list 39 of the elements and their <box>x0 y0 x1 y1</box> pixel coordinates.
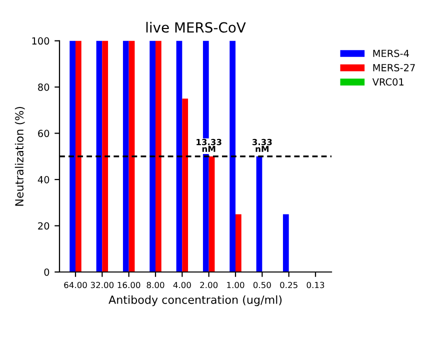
bar <box>122 40 129 272</box>
y-tick-label: 0 <box>44 268 50 276</box>
y-tick-label: 60 <box>38 130 50 138</box>
bar <box>230 40 236 272</box>
bar <box>208 156 215 272</box>
bar <box>150 40 156 272</box>
legend-label: VRC01 <box>372 78 404 86</box>
y-tick-label: 20 <box>38 222 50 230</box>
x-tick-label: 2.00 <box>200 282 218 288</box>
y-tick-label: 80 <box>38 84 50 91</box>
bar <box>70 40 76 272</box>
bar <box>76 40 82 272</box>
bar <box>156 40 162 272</box>
x-tick-label: 16.00 <box>118 282 140 288</box>
x-tick-label: 0.50 <box>253 282 271 288</box>
y-tick-label: 100 <box>32 37 50 45</box>
bar <box>182 98 188 272</box>
legend-label: MERS-27 <box>373 64 415 72</box>
bar <box>236 214 242 272</box>
y-tick-label: 40 <box>38 176 50 184</box>
x-tick-label: 64.00 <box>64 282 87 288</box>
bar <box>176 40 182 272</box>
bar <box>96 40 102 272</box>
bar <box>102 40 108 272</box>
annotation: 13.33 nM <box>196 138 222 152</box>
x-tick-label: 8.00 <box>146 282 164 288</box>
x-tick-label: 4.00 <box>173 282 191 288</box>
x-tick-label: 0.13 <box>306 282 324 288</box>
legend-label: MERS-4 <box>373 50 409 58</box>
annotation: 3.33 nM <box>252 138 272 152</box>
y-axis-title: Neutralization (%) <box>14 106 25 206</box>
bar <box>256 156 262 272</box>
bar <box>128 40 135 272</box>
bar <box>282 214 289 272</box>
x-tick-label: 0.25 <box>280 282 298 288</box>
chart-title: live MERS-CoV <box>146 22 246 33</box>
x-axis-title: Antibody concentration (ug/ml) <box>108 295 282 306</box>
x-tick-label: 1.00 <box>227 282 244 288</box>
x-tick-label: 32.00 <box>90 282 114 288</box>
